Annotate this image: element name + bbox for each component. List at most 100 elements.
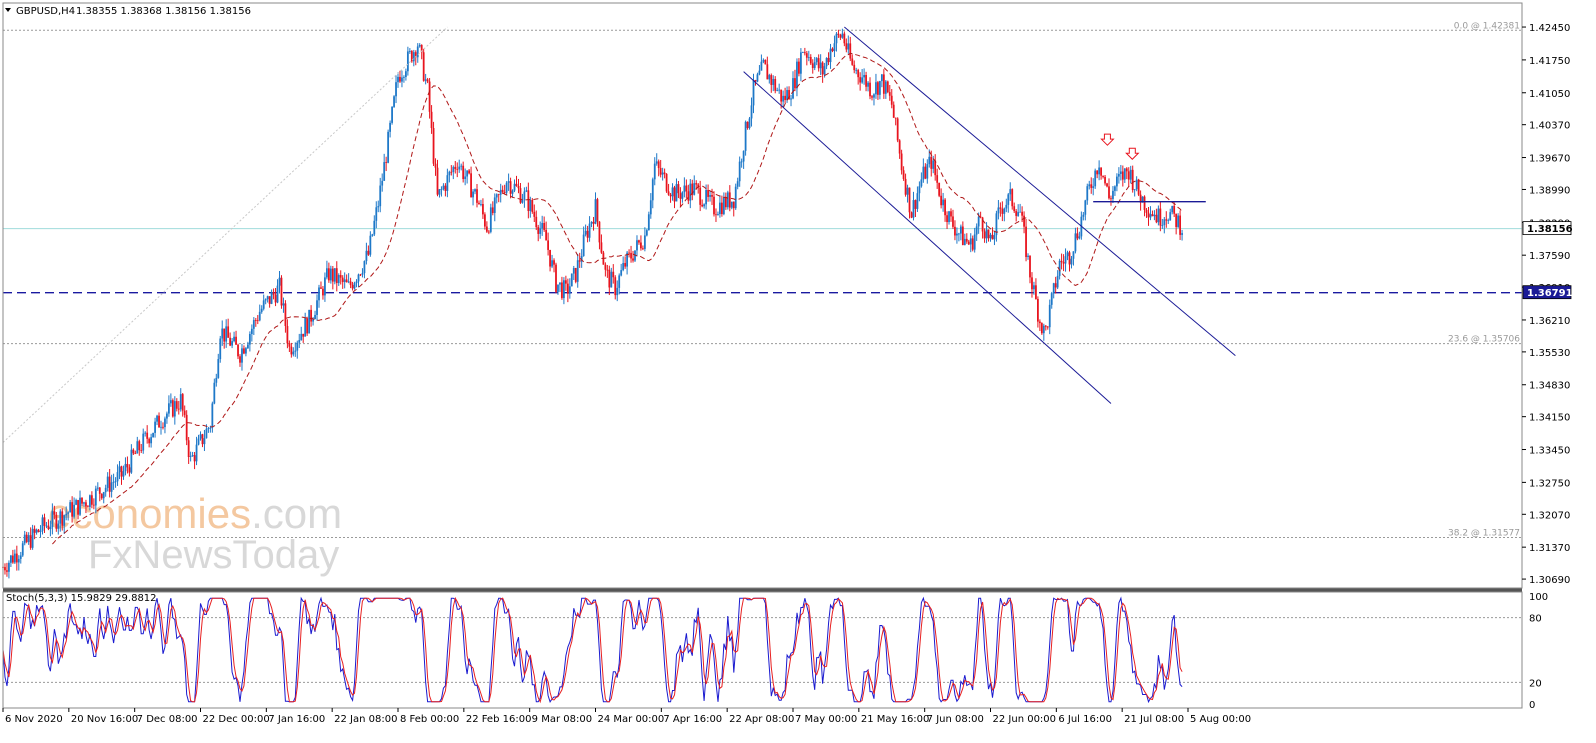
candle xyxy=(1050,291,1053,309)
candle-body xyxy=(523,191,526,200)
candle-body xyxy=(466,170,469,177)
candle xyxy=(274,288,277,307)
candle xyxy=(300,326,303,341)
candle-body xyxy=(43,517,46,526)
candle-body xyxy=(948,211,950,223)
candle xyxy=(1135,176,1138,192)
candle-body xyxy=(989,234,992,239)
candle xyxy=(1086,183,1089,205)
candle xyxy=(1068,250,1071,272)
candle xyxy=(134,450,137,455)
channel-upper-line[interactable] xyxy=(844,26,1236,357)
candle xyxy=(693,175,696,196)
candle-body xyxy=(1151,214,1154,217)
candle-body xyxy=(521,199,524,203)
candle xyxy=(406,46,409,76)
candle xyxy=(104,484,107,497)
stochastic-panel[interactable] xyxy=(2,596,1522,704)
candle-body xyxy=(1100,167,1102,176)
candle-body xyxy=(140,450,143,452)
candle-body xyxy=(333,268,336,282)
candle-body xyxy=(158,415,160,428)
time-tick-label: 22 Apr 08:00 xyxy=(729,714,794,725)
candle-body xyxy=(805,53,808,58)
candle xyxy=(416,43,419,63)
candle xyxy=(217,353,220,379)
candle xyxy=(175,398,178,412)
candle-body xyxy=(1015,211,1018,216)
candle-body xyxy=(377,206,380,208)
candle-body xyxy=(45,525,48,527)
candle-body xyxy=(1153,214,1156,217)
candle xyxy=(628,249,630,258)
candle xyxy=(410,50,413,63)
candle-body xyxy=(150,437,153,444)
candle-body xyxy=(438,189,441,195)
candle xyxy=(403,75,405,83)
candle xyxy=(578,252,581,268)
candle-body xyxy=(1175,213,1178,227)
candle xyxy=(359,273,362,277)
price-tick-label: 1.34150 xyxy=(1529,413,1570,424)
candle xyxy=(213,378,216,405)
candle xyxy=(270,289,273,305)
stoch-tick-label: 100 xyxy=(1529,592,1548,603)
candle-body xyxy=(590,221,593,224)
candle xyxy=(252,317,255,336)
candle-body xyxy=(53,511,56,515)
candle-body xyxy=(248,334,251,345)
grid-layer: 0.0 @ 1.42381 23.6 @ 1.35706 38.2 @ 1.3157… xyxy=(3,21,1522,538)
price-tick-label: 1.32750 xyxy=(1529,478,1570,489)
candle-body xyxy=(233,336,235,342)
candle xyxy=(179,388,182,412)
candle-body xyxy=(778,89,781,91)
candle-body xyxy=(728,192,731,208)
candle xyxy=(606,264,609,278)
candle xyxy=(361,268,364,278)
candle xyxy=(343,272,346,289)
candle xyxy=(803,47,806,56)
candle xyxy=(782,90,785,108)
candle xyxy=(557,284,559,295)
candle xyxy=(916,186,919,212)
channel-lower-line[interactable] xyxy=(743,71,1112,404)
candle-body xyxy=(503,192,506,193)
candle-body xyxy=(724,197,727,208)
candle xyxy=(515,175,518,187)
price-chart[interactable] xyxy=(2,26,1522,579)
candle-body xyxy=(734,186,737,209)
candle xyxy=(294,342,297,357)
candle xyxy=(1084,199,1087,221)
candle xyxy=(938,182,941,198)
candle-body xyxy=(1021,211,1023,216)
candle-body xyxy=(1066,252,1069,257)
candle-body xyxy=(112,481,115,483)
candle xyxy=(853,60,856,74)
candle xyxy=(233,331,235,343)
candle xyxy=(4,563,6,575)
candle xyxy=(950,208,952,222)
candle-body xyxy=(934,160,937,176)
candle-body xyxy=(1167,220,1170,222)
candle-body xyxy=(278,277,281,286)
candle-body xyxy=(308,309,311,334)
candle-body xyxy=(1005,204,1008,209)
candle xyxy=(337,273,340,286)
candle-body xyxy=(118,466,121,473)
candle-body xyxy=(875,82,877,95)
candle xyxy=(764,59,767,65)
candle xyxy=(245,346,247,357)
candle-body xyxy=(401,77,403,82)
candle-body xyxy=(241,348,243,363)
candle xyxy=(1056,270,1059,290)
candle-body xyxy=(1017,212,1020,216)
candle xyxy=(203,429,206,452)
candle xyxy=(744,120,747,156)
candle-body xyxy=(108,476,111,492)
candle-body xyxy=(1125,168,1128,172)
candle xyxy=(1179,210,1181,240)
candle-body xyxy=(49,527,52,530)
candle-body xyxy=(570,273,573,287)
candle xyxy=(1096,170,1099,179)
